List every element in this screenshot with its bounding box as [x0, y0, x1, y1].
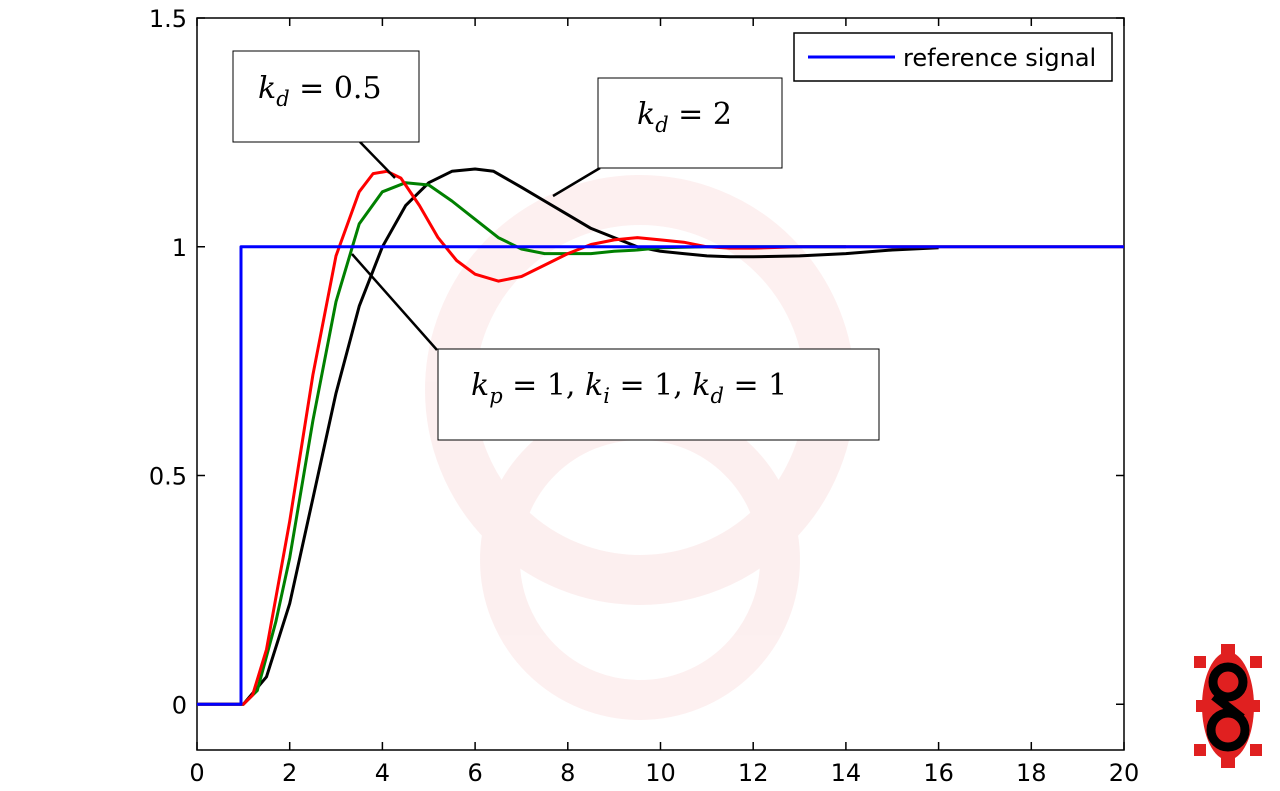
annotation-text-kd05: kd = 0.5: [258, 71, 382, 111]
reference-signal-line: [197, 245, 1124, 706]
legend: reference signal: [793, 32, 1113, 82]
leader-kd05: [359, 141, 396, 179]
leader-kd1: [351, 253, 438, 351]
annotation-box-kd05: [232, 50, 420, 143]
y-tick-label: 0: [172, 691, 187, 719]
x-tick-label: 12: [738, 759, 769, 786]
x-tick-label: 14: [831, 759, 862, 786]
y-tick-label: 1.5: [149, 5, 187, 33]
y-tick-label: 0.5: [149, 463, 187, 491]
y-tick-label: 1: [172, 234, 187, 262]
x-tick-label: 20: [1109, 759, 1140, 786]
x-tick-label: 4: [375, 759, 390, 786]
annotation-kd05: kd = 0.5: [232, 50, 420, 143]
annotation-kd2: kd = 2: [597, 77, 783, 169]
x-tick-label: 2: [282, 759, 297, 786]
x-tick-label: 10: [645, 759, 676, 786]
series-layer: [197, 167, 1124, 706]
logo-eight-mark-icon: [1206, 662, 1250, 752]
legend-label-reference: reference signal: [903, 44, 1096, 72]
x-tick-label: 6: [467, 759, 482, 786]
gear-eight-logo: [1194, 644, 1262, 768]
annotation-text-kd1: kp = 1, ki = 1, kd = 1: [471, 368, 787, 408]
x-tick-label: 0: [189, 759, 204, 786]
annotation-box-kd1: [437, 348, 880, 441]
annotation-kd1: kp = 1, ki = 1, kd = 1: [437, 348, 880, 441]
annotation-text-kd2: kd = 2: [637, 97, 732, 137]
watermark-logo: [425, 175, 855, 720]
axis-ticks: 0 2 4 6 8 10 12 14 16 18 20 0 0.5 1 1.5: [149, 5, 1140, 787]
kd-2-response-line: [197, 167, 939, 706]
x-tick-label: 16: [923, 759, 954, 786]
leader-kd2: [552, 166, 601, 198]
annotation-box-kd2: [597, 77, 783, 169]
x-tick-label: 8: [560, 759, 575, 786]
x-tick-label: 18: [1016, 759, 1047, 786]
annotation-leaders: [351, 141, 601, 351]
